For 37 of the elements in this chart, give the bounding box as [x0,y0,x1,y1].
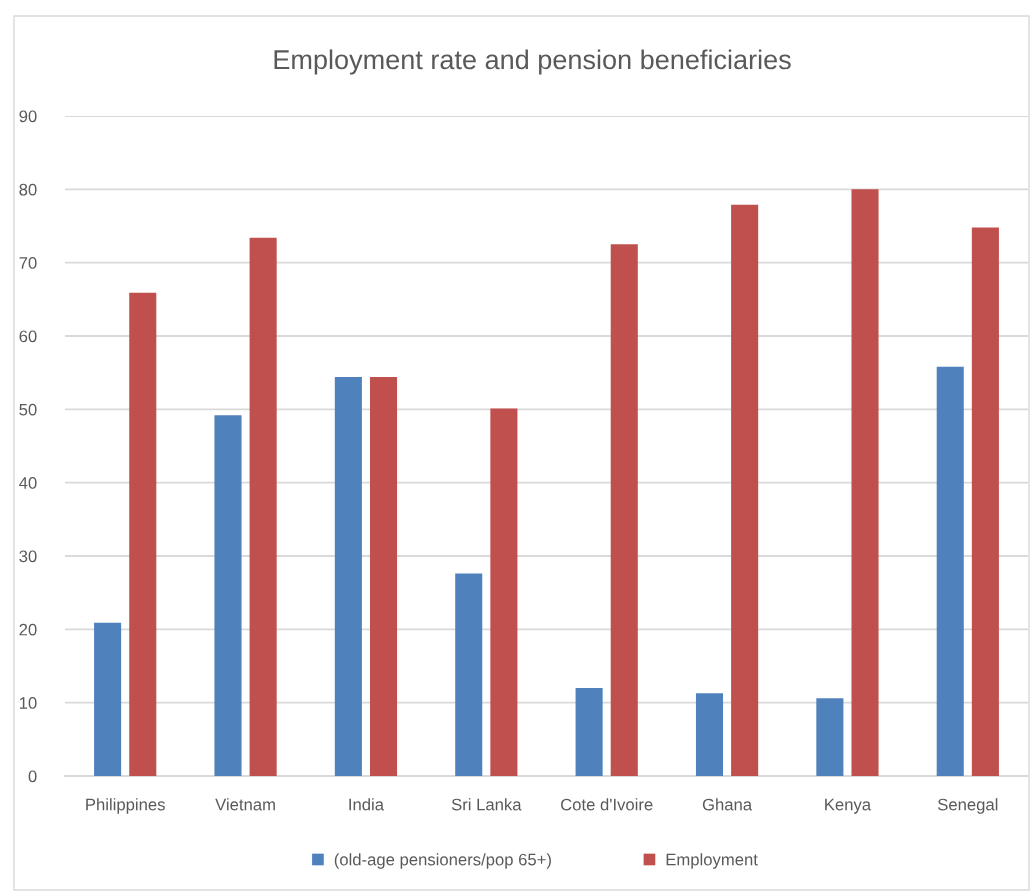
x-tick-label: Ghana [702,798,753,811]
bar [695,693,724,776]
bar [490,408,518,776]
bar [455,573,483,776]
bar [610,244,638,776]
bar [94,622,122,776]
bar [129,292,157,776]
y-tick-label: 60 [19,330,37,343]
bar [816,698,844,776]
y-tick-label: 0 [28,770,37,783]
x-tick-label: Kenya [825,798,872,814]
bar [936,366,964,776]
x-tick-label: Philippines [86,798,165,814]
x-tick-label: Cote d'Ivoire [561,798,653,811]
bar [851,189,879,776]
x-tick-label: Vietnam [215,798,275,811]
y-tick-label: 50 [19,403,37,416]
bar [971,227,999,776]
y-tick-label: 70 [19,257,37,269]
y-tick-label: 40 [19,477,37,489]
bar [369,377,398,776]
bar [575,688,603,776]
y-tick-label: 30 [19,550,37,563]
y-tick-label: 90 [19,110,37,123]
chart-title: Employment rate and pension beneficiaries [274,49,791,75]
y-tick-label: 10 [19,697,37,709]
bar [731,204,759,776]
x-tick-label: India [349,798,385,811]
x-tick-label: Sri Lanka [451,798,522,811]
y-tick-label: 80 [19,183,37,196]
bar [214,415,242,776]
bar [334,377,362,776]
y-tick-label: 20 [19,623,37,636]
legend-label: Employment [666,853,758,869]
legend-label: (old-age pensioners/pop 65+) [334,853,551,869]
x-tick-label: Senegal [937,798,998,814]
bar [249,237,277,776]
